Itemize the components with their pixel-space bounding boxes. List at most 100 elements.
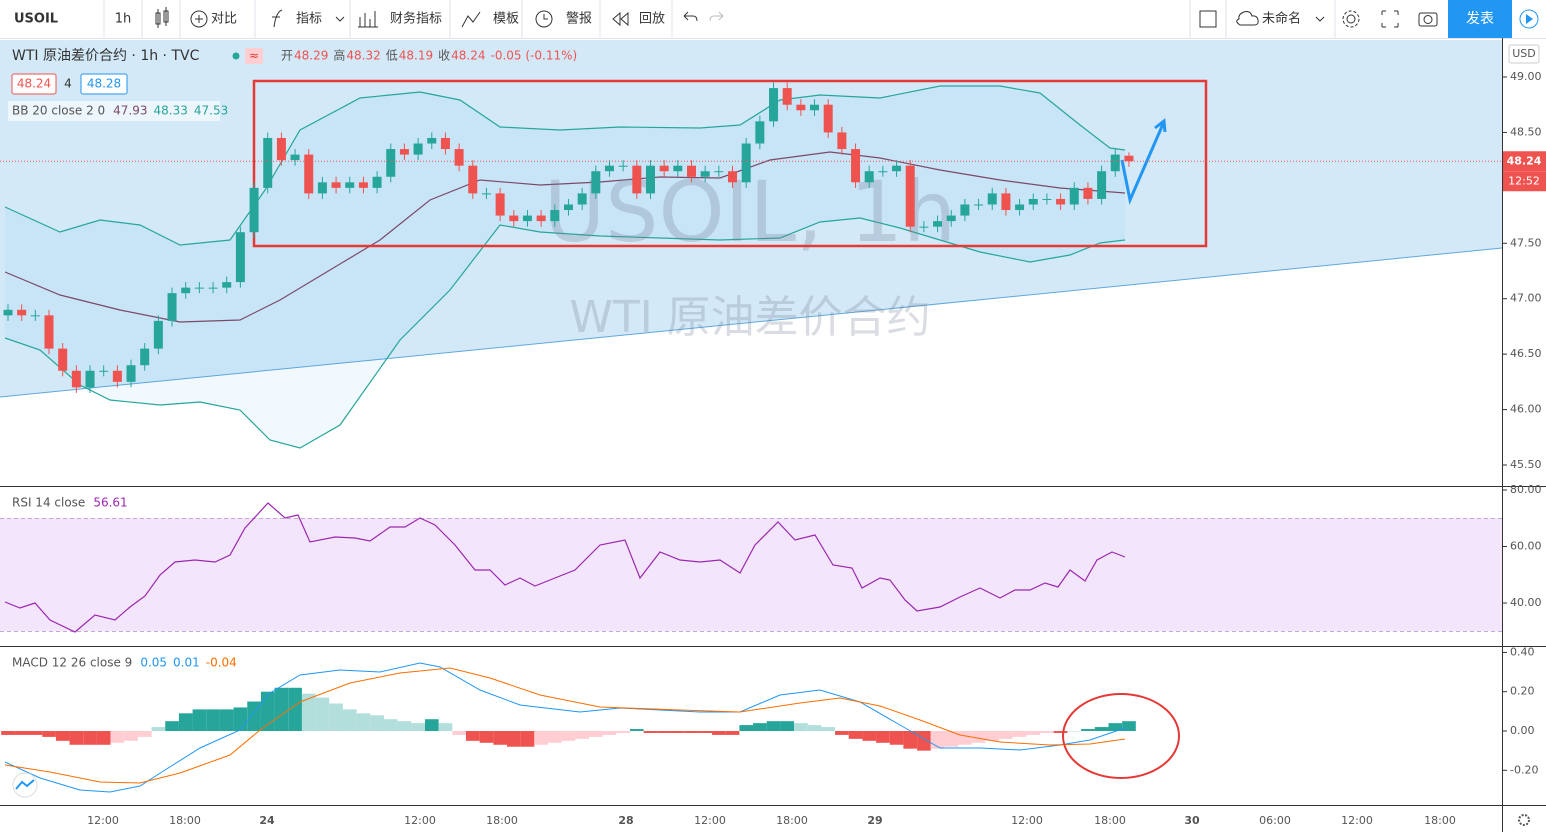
macd-bar — [151, 727, 166, 731]
legend-text: 47.53 — [194, 104, 228, 118]
legend-text: 48.32 — [346, 49, 380, 63]
macd-bar — [1012, 731, 1027, 737]
symbol[interactable]: USOIL — [14, 12, 58, 27]
toolbar-button[interactable]: 指标 — [296, 12, 322, 27]
watermark-name: WTI 原油差价合约 — [569, 292, 930, 343]
candles — [3, 82, 1134, 393]
macd-bar — [985, 731, 1000, 741]
candle-body — [618, 165, 628, 167]
candle-body — [3, 309, 13, 316]
candle-body — [796, 104, 806, 111]
candle-body — [577, 193, 587, 205]
toolbar-button[interactable]: 模板 — [493, 12, 519, 27]
axis-tick-label: -0.20 — [1510, 763, 1538, 776]
candle-body — [386, 149, 396, 177]
legend-text: RSI 14 close — [12, 496, 85, 510]
time-label: 28 — [618, 814, 633, 827]
macd-bar — [848, 731, 863, 739]
macd-bar — [301, 693, 316, 731]
toolbar-button[interactable]: 对比 — [211, 12, 237, 27]
candle-body — [317, 182, 327, 194]
candle-body — [987, 193, 997, 205]
macd-bar — [1122, 721, 1136, 731]
currency: USD — [1512, 47, 1536, 60]
legend-text: 低 — [386, 49, 398, 63]
price-tag — [1503, 151, 1546, 172]
macd-bar — [315, 697, 330, 731]
candle-body — [208, 287, 218, 289]
macd-bar — [589, 731, 603, 737]
macd-bar — [766, 721, 781, 731]
candle-body — [522, 215, 532, 222]
macd-bar — [493, 731, 507, 745]
macd-bar — [1026, 731, 1041, 735]
signal-line — [4, 667, 1126, 784]
candle-body — [85, 370, 95, 388]
macd-bar — [110, 731, 125, 743]
candle-body — [17, 309, 27, 316]
macd-bar — [383, 719, 398, 731]
currency-box — [1508, 44, 1540, 64]
candle-body — [823, 104, 833, 133]
candle-body — [837, 132, 847, 150]
macd-bar — [903, 731, 918, 749]
macd-bar — [971, 731, 986, 743]
toolbar-button[interactable]: 警报 — [566, 11, 592, 27]
time-label: 18:00 — [1424, 814, 1456, 827]
candle-body — [769, 88, 779, 122]
macd-bar — [137, 731, 152, 737]
settings-icon[interactable] — [1518, 814, 1530, 826]
candle-body — [140, 348, 150, 366]
macd-bar — [1094, 727, 1109, 731]
macd-bar — [630, 729, 644, 731]
candle-body — [755, 121, 765, 144]
candle-body — [263, 137, 273, 188]
publish-label[interactable]: 发表 — [1466, 11, 1494, 27]
arrow — [1120, 118, 1167, 205]
axis-tick-label: 46.00 — [1510, 403, 1542, 416]
candle-body — [126, 365, 136, 382]
macd-bar — [452, 731, 466, 735]
time-label: 24 — [259, 814, 275, 827]
time-label: 06:00 — [1259, 814, 1291, 827]
candle-body — [58, 348, 68, 371]
candle-body — [1028, 198, 1038, 205]
macd-bar — [14, 731, 29, 735]
publish-button[interactable] — [1448, 0, 1512, 38]
interval[interactable]: 1h — [115, 12, 132, 27]
macd-bar — [1081, 729, 1095, 731]
candle-body — [851, 149, 861, 183]
macd-bar — [192, 709, 207, 731]
play-icon[interactable] — [1519, 9, 1539, 29]
ask-box — [80, 73, 128, 95]
macd-bar — [424, 719, 439, 731]
legend-text: MACD 12 26 close 9 — [12, 656, 132, 670]
macd-bar — [753, 723, 767, 731]
macd-histogram — [1, 687, 1136, 751]
macd-bar — [1053, 731, 1068, 733]
macd-bar — [561, 731, 576, 741]
layout-name[interactable]: 未命名 — [1262, 11, 1301, 27]
macd-bar — [479, 731, 494, 743]
macd-bar — [397, 721, 412, 731]
toolbar-button[interactable]: 回放 — [639, 12, 665, 27]
candle-body — [714, 171, 724, 173]
macd-bar — [219, 709, 234, 731]
candle-body — [1097, 171, 1107, 199]
axis-tick-label: 0.20 — [1510, 685, 1535, 698]
toolbar-button[interactable]: 财务指标 — [390, 11, 442, 27]
macd-bar — [1067, 731, 1082, 732]
macd-bar — [329, 703, 343, 731]
axis-tick-label: 47.00 — [1510, 292, 1542, 305]
candle-body — [276, 137, 286, 161]
macd-bar — [42, 731, 56, 737]
candle-body — [1001, 193, 1011, 211]
macd-bar — [944, 731, 959, 747]
macd-bar — [356, 713, 371, 731]
macd-bar — [206, 709, 220, 731]
toolbar-separators — [103, 0, 1336, 38]
candle-body — [905, 165, 915, 227]
trend-line — [0, 247, 1503, 398]
legend-title: WTI 原油差价合约 · 1h · TVC — [12, 48, 200, 64]
